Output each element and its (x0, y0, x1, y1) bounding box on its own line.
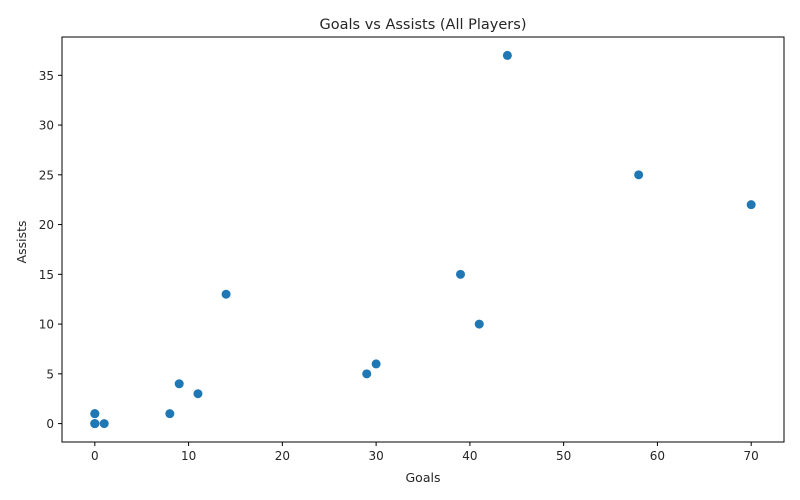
x-tick-label: 10 (181, 449, 196, 463)
x-axis-label: Goals (406, 470, 441, 485)
data-point (165, 409, 175, 419)
data-point (502, 50, 512, 60)
data-point (193, 389, 203, 399)
y-tick-label: 25 (39, 168, 54, 182)
data-point (456, 269, 466, 279)
x-tick-label: 50 (556, 449, 571, 463)
data-point (221, 289, 231, 299)
y-tick-label: 5 (46, 367, 54, 381)
data-point (174, 379, 184, 389)
x-tick-label: 30 (368, 449, 383, 463)
data-point (474, 319, 484, 329)
data-point (371, 359, 381, 369)
data-point (90, 409, 100, 419)
plot-frame (61, 36, 785, 443)
x-tick-label: 70 (744, 449, 759, 463)
plot-area: 0 10 20 30 40 50 60 70 0 5 10 15 20 25 30 35 (39, 36, 785, 463)
y-axis-label: Assists (14, 221, 29, 264)
y-tick-label: 20 (39, 218, 54, 232)
y-tick-label: 10 (39, 318, 54, 332)
x-tick-label: 40 (462, 449, 477, 463)
x-tick-label: 60 (650, 449, 665, 463)
data-point (362, 369, 372, 379)
y-tick-label: 35 (39, 69, 54, 83)
chart-title: Goals vs Assists (All Players) (320, 17, 527, 33)
y-tick-label: 15 (39, 268, 54, 282)
data-point (90, 419, 100, 429)
data-point (99, 419, 109, 429)
x-tick-label: 20 (275, 449, 290, 463)
y-tick-label: 30 (39, 119, 54, 133)
data-point (746, 200, 756, 210)
x-tick-label: 0 (91, 449, 99, 463)
y-tick-label: 0 (46, 417, 54, 431)
data-point (634, 170, 644, 180)
